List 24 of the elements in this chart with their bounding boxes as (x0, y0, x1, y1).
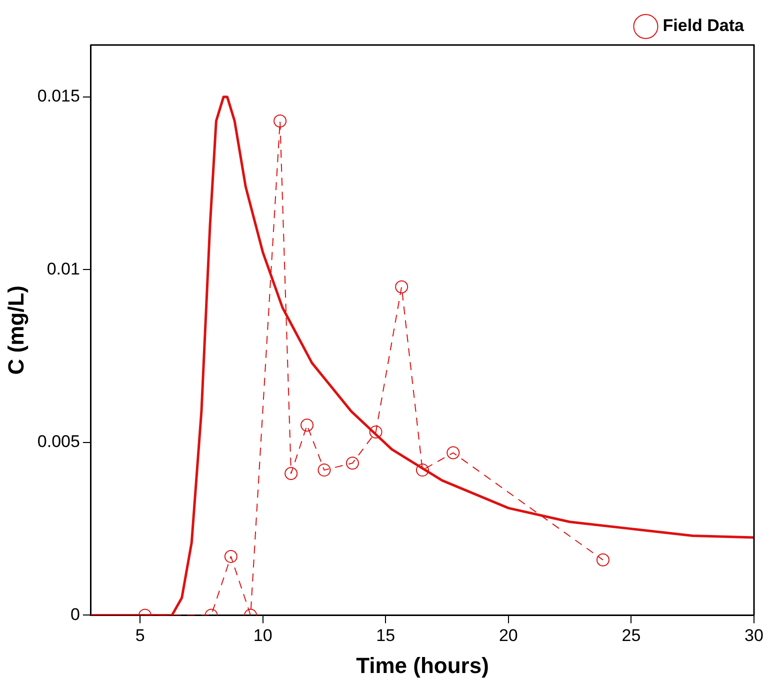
x-tick-label: 5 (135, 626, 145, 646)
y-tick-label: 0.005 (37, 432, 80, 452)
point (395, 280, 408, 294)
x-tick-label: 10 (253, 626, 272, 646)
x-tick-label: 15 (376, 626, 396, 646)
y-tick-label: 0.015 (37, 86, 80, 106)
legend-label: Field Data (662, 16, 745, 36)
x-tick-label: 20 (498, 626, 518, 646)
point (284, 467, 298, 480)
point (369, 426, 382, 439)
point (416, 464, 429, 477)
point (274, 114, 287, 128)
point (224, 550, 238, 563)
point (300, 418, 314, 432)
y-tick-label: 0 (70, 604, 80, 624)
y-axis-title: C (mg/L) (3, 286, 28, 375)
point (446, 446, 460, 460)
x-tick-label: 30 (744, 626, 764, 646)
point (346, 456, 359, 470)
point (318, 464, 331, 477)
point (596, 553, 610, 566)
x-axis-title: Time (hours) (356, 652, 489, 678)
y-tick-label: 0.01 (46, 259, 80, 278)
x-tick-label: 25 (622, 626, 641, 646)
